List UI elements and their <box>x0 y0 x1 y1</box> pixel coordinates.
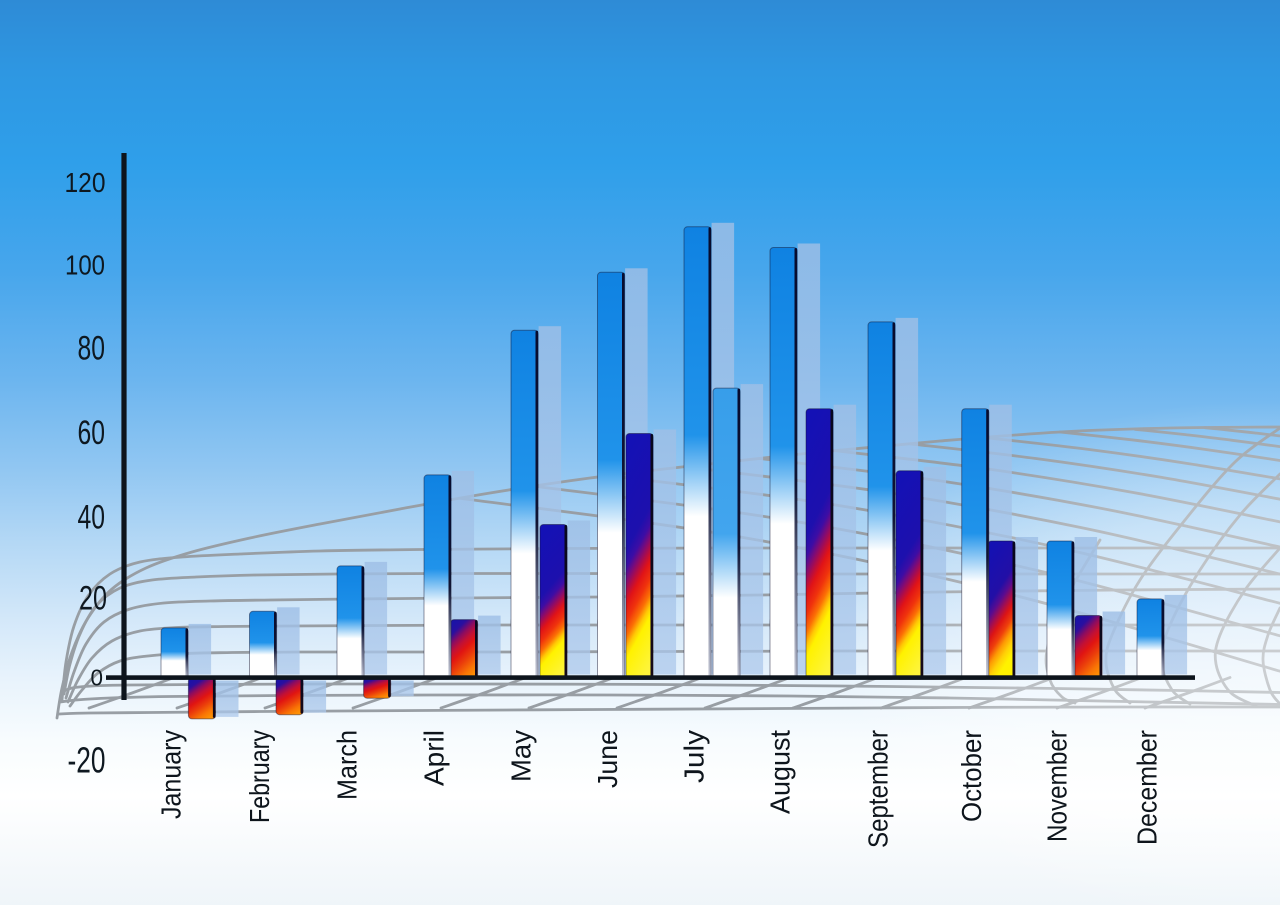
svg-text:June: June <box>592 730 623 788</box>
svg-text:40: 40 <box>78 498 106 536</box>
svg-text:February: February <box>244 730 275 823</box>
svg-text:August: August <box>765 730 796 814</box>
svg-text:November: November <box>1042 730 1073 842</box>
svg-text:100: 100 <box>65 250 105 281</box>
svg-text:-20: -20 <box>68 740 106 781</box>
svg-text:January: January <box>156 730 187 819</box>
svg-text:December: December <box>1132 730 1163 845</box>
svg-text:80: 80 <box>78 330 106 368</box>
svg-text:July: July <box>679 730 710 783</box>
svg-text:May: May <box>506 730 537 782</box>
svg-text:October: October <box>956 730 987 822</box>
svg-text:April: April <box>419 730 450 786</box>
svg-text:60: 60 <box>78 414 106 452</box>
svg-text:20: 20 <box>79 579 107 617</box>
svg-text:120: 120 <box>65 167 106 198</box>
svg-text:September: September <box>863 730 894 848</box>
svg-text:0: 0 <box>91 664 104 690</box>
svg-text:March: March <box>332 730 363 800</box>
